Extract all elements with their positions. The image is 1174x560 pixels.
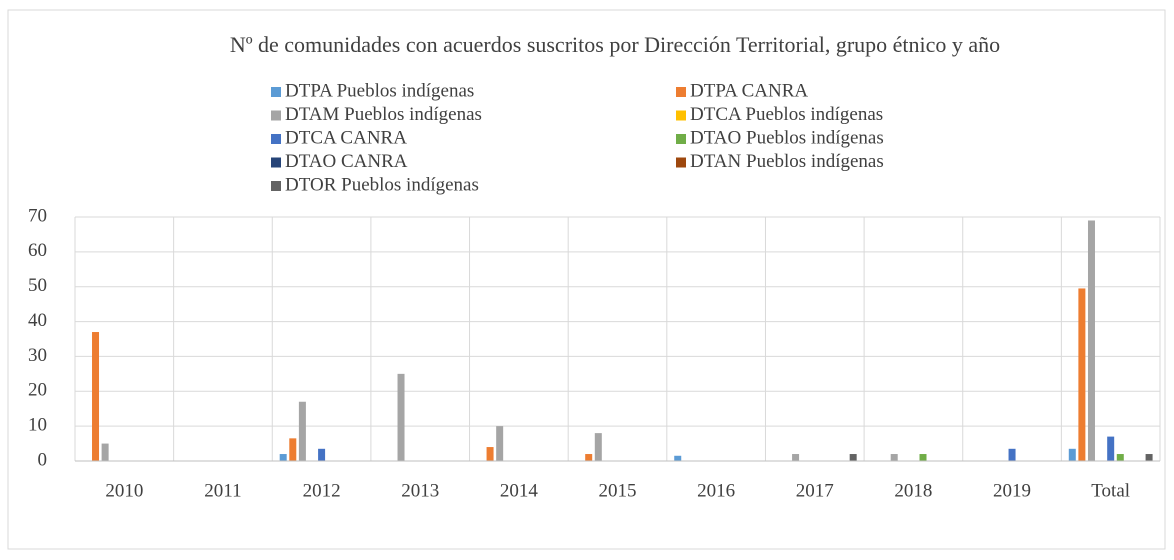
bar <box>486 447 494 461</box>
x-tick-label: 2018 <box>894 480 932 501</box>
legend-swatch <box>676 157 686 168</box>
y-tick-label: 20 <box>28 380 47 401</box>
y-tick-label: 50 <box>28 275 47 296</box>
y-tick-label: 10 <box>28 415 47 436</box>
bar <box>1145 454 1153 461</box>
bar <box>1078 288 1086 461</box>
x-tick-label: 2019 <box>993 480 1031 501</box>
bar <box>792 454 800 461</box>
bar <box>397 373 405 461</box>
legend-swatch <box>271 157 281 168</box>
bar <box>1107 436 1115 461</box>
bar <box>1116 454 1124 461</box>
bar <box>298 401 306 461</box>
bar <box>1068 448 1076 461</box>
x-tick-label: 2012 <box>303 480 341 501</box>
legend-label: DTOR Pueblos indígenas <box>285 174 479 195</box>
y-tick-label: 70 <box>28 205 47 226</box>
bar <box>890 454 898 461</box>
bar <box>496 426 504 461</box>
chart-title: Nº de comunidades con acuerdos suscritos… <box>229 32 1001 57</box>
legend-label: DTPA CANRA <box>690 80 808 101</box>
legend-swatch <box>676 87 686 97</box>
y-tick-label: 0 <box>38 449 48 470</box>
legend-label: DTCA CANRA <box>285 127 407 148</box>
y-tick-label: 60 <box>28 240 47 261</box>
legend-swatch <box>271 134 281 144</box>
bar <box>674 455 682 461</box>
legend-label: DTAO Pueblos indígenas <box>690 127 884 148</box>
bar <box>919 454 927 461</box>
legend-label: DTPA Pueblos indígenas <box>285 80 474 101</box>
bar <box>1008 448 1016 461</box>
x-tick-label: 2013 <box>401 480 439 501</box>
legend-label: DTAO CANRA <box>285 151 408 172</box>
legend-swatch <box>271 110 281 121</box>
legend-swatch <box>676 134 686 144</box>
x-tick-label: Total <box>1091 480 1130 501</box>
legend-swatch <box>271 181 281 191</box>
x-tick-label: 2014 <box>500 480 539 501</box>
x-tick-label: 2015 <box>599 480 637 501</box>
bar <box>279 454 287 461</box>
bar <box>594 433 602 461</box>
bar <box>92 332 100 461</box>
x-tick-label: 2011 <box>204 480 241 501</box>
x-tick-label: 2010 <box>105 480 143 501</box>
legend-swatch <box>676 110 686 121</box>
bar <box>849 454 857 461</box>
x-tick-label: 2016 <box>697 480 735 501</box>
bar <box>101 443 109 461</box>
y-tick-label: 30 <box>28 345 47 366</box>
bar <box>318 448 326 461</box>
legend-label: DTCA Pueblos indígenas <box>690 104 883 125</box>
bar <box>1087 220 1095 461</box>
x-tick-label: 2017 <box>796 480 834 501</box>
y-tick-label: 40 <box>28 310 47 331</box>
bar <box>585 454 593 461</box>
legend-label: DTAM Pueblos indígenas <box>285 104 482 125</box>
legend-label: DTAN Pueblos indígenas <box>690 151 884 172</box>
chart-frame <box>7 9 1166 550</box>
bar <box>289 438 297 461</box>
legend-swatch <box>271 87 281 97</box>
